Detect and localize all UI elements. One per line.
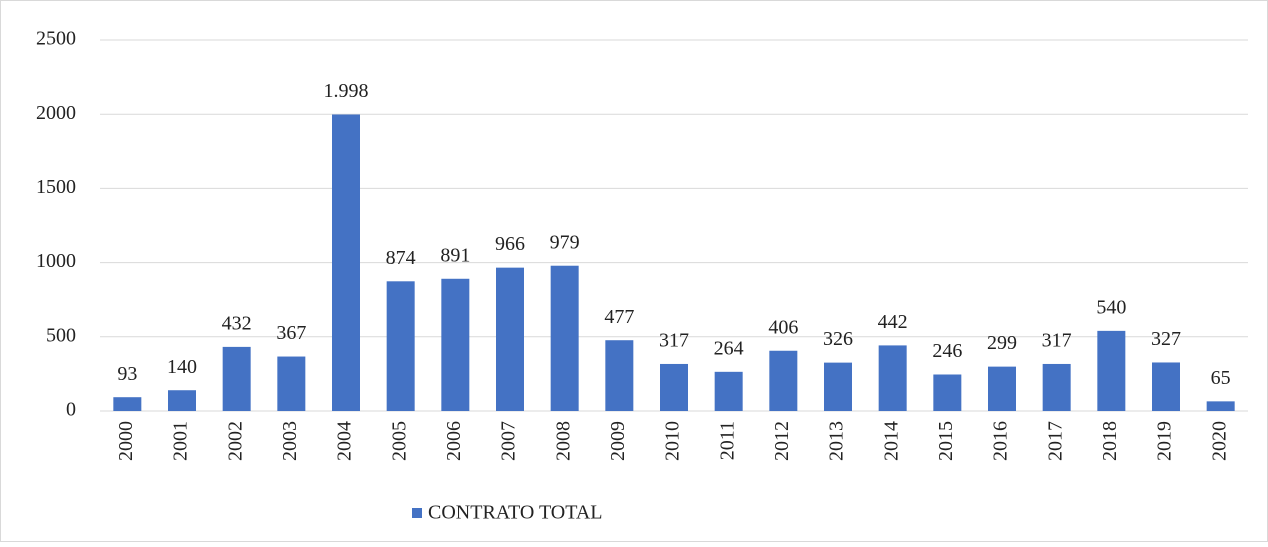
data-label: 979 [550, 231, 580, 253]
x-tick-label: 2014 [880, 421, 902, 461]
bar [769, 350, 798, 411]
data-label: 93 [117, 363, 137, 385]
bar [1042, 363, 1071, 411]
bar [168, 390, 196, 411]
x-tick-label: 2007 [498, 421, 520, 461]
data-label: 966 [495, 233, 525, 255]
bar [332, 114, 360, 412]
bar [824, 362, 852, 411]
data-label: 140 [167, 356, 197, 378]
data-label: 65 [1211, 367, 1231, 389]
y-tick-label: 2000 [36, 102, 76, 124]
data-label: 367 [276, 322, 306, 344]
data-label: 540 [1096, 296, 1126, 318]
x-tick-label: 2011 [716, 421, 738, 460]
bar [113, 397, 142, 411]
data-label: 432 [222, 312, 252, 334]
bar [441, 278, 470, 411]
bar [1097, 330, 1126, 411]
data-label: 299 [987, 332, 1017, 354]
data-label: 327 [1151, 328, 1181, 350]
bar [550, 265, 579, 411]
x-tick-label: 2002 [224, 421, 246, 461]
legend-swatch [412, 508, 422, 518]
x-tick-label: 2020 [1208, 421, 1230, 461]
bar [714, 371, 743, 411]
y-tick-label: 1500 [36, 176, 76, 198]
data-label: 442 [878, 311, 908, 333]
x-tick-label: 2017 [1044, 421, 1066, 461]
data-label: 326 [823, 328, 853, 350]
x-tick-label: 2018 [1099, 421, 1121, 461]
data-label: 891 [440, 244, 470, 266]
data-label: 246 [932, 340, 962, 362]
bar [933, 374, 962, 411]
bar [1152, 362, 1180, 411]
x-tick-label: 2010 [662, 421, 684, 461]
bar [222, 346, 251, 411]
bar [878, 345, 907, 411]
x-tick-label: 2001 [170, 421, 192, 461]
x-tick-label: 2012 [771, 421, 793, 461]
bar [277, 356, 306, 411]
data-label: 1.998 [324, 80, 369, 102]
data-label: 874 [386, 247, 416, 269]
x-tick-label: 2015 [935, 421, 957, 461]
x-tick-label: 2013 [826, 421, 848, 461]
bar [988, 366, 1016, 411]
data-label: 406 [768, 316, 798, 338]
bar [386, 281, 415, 411]
y-tick-label: 0 [66, 399, 76, 421]
data-label: 264 [714, 337, 744, 359]
data-label: 477 [604, 306, 634, 328]
bar [605, 340, 634, 411]
x-tick-label: 2000 [115, 421, 137, 461]
x-tick-label: 2006 [443, 421, 465, 461]
y-tick-label: 2500 [36, 28, 76, 50]
bar [660, 363, 688, 411]
x-tick-label: 2016 [990, 421, 1012, 461]
x-tick-label: 2005 [388, 421, 410, 461]
legend-label: CONTRATO TOTAL [428, 502, 603, 524]
y-tick-label: 500 [46, 324, 76, 346]
data-label: 317 [659, 330, 689, 352]
x-tick-label: 2008 [552, 421, 574, 461]
y-tick-label: 1000 [36, 250, 76, 272]
bar [1206, 401, 1235, 411]
x-tick-label: 2003 [279, 421, 301, 461]
bar [496, 267, 524, 411]
x-tick-label: 2009 [607, 421, 629, 461]
x-tick-label: 2019 [1154, 421, 1176, 461]
x-tick-label: 2004 [334, 421, 356, 461]
data-label: 317 [1042, 330, 1072, 352]
